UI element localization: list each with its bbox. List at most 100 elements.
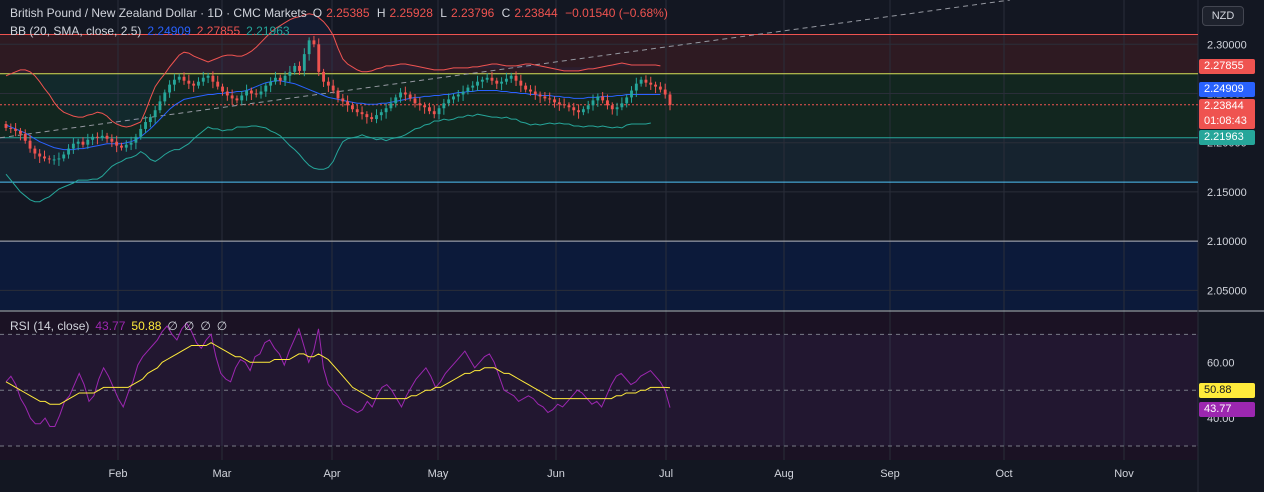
bb-fill (6, 13, 661, 127)
horizontal-levels (0, 33, 1198, 242)
rsi-extra-value: ∅ (183, 319, 195, 333)
candle-body (206, 75, 210, 78)
rsi-legend[interactable]: RSI (14, close) 43.77 50.88 ∅ ∅ ∅ ∅ (10, 319, 227, 333)
candle-body (485, 77, 489, 80)
rsi-value: 43.77 (95, 319, 126, 333)
candle-body (336, 90, 340, 99)
candle-body (163, 92, 167, 102)
candle-body (177, 76, 181, 80)
time-axis-tick-label: Sep (880, 468, 900, 480)
candle-body (591, 100, 595, 106)
candle-body (351, 105, 354, 110)
candle-body (509, 75, 513, 79)
bb-lower-value: 2.21963 (246, 24, 290, 38)
ohlc-values: O 2.25385 H 2.25928 L 2.23796 C 2.23844 −0.0… (313, 6, 672, 20)
candle-body (9, 127, 13, 129)
candle-body (19, 130, 22, 134)
candle-body (427, 107, 431, 112)
bb-basis-value: 2.24909 (147, 24, 191, 38)
candle-body (86, 139, 90, 145)
price-axis-tick-label: 2.30000 (1207, 39, 1247, 51)
candle-body (269, 81, 273, 86)
candlesticks (4, 35, 672, 166)
candle-body (577, 110, 581, 113)
rsi-ma-tag: 50.88 (1199, 383, 1255, 398)
bb-lower-price-tag: 2.21963 (1199, 130, 1255, 145)
candle-body (139, 128, 143, 137)
candle-body (148, 117, 152, 123)
candle-body (500, 81, 504, 84)
candle-body (302, 54, 306, 71)
price-axis-tick-label: 2.05000 (1207, 285, 1247, 297)
candle-body (413, 98, 417, 104)
candle-body (620, 103, 624, 108)
rsi-extra-value: ∅ (167, 319, 178, 333)
bb-legend[interactable]: BB (20, SMA, close, 2.5) 2.24909 2.27855… (10, 24, 290, 38)
candle-body (144, 122, 147, 129)
candle-body (288, 71, 292, 76)
axes: 2.050002.100002.150002.200002.250002.300… (109, 39, 1247, 480)
candle-body (360, 112, 364, 115)
price-axis-tick-label: 2.15000 (1207, 187, 1247, 199)
rsi-band-fill (0, 334, 1198, 447)
candle-body (28, 140, 32, 149)
candle-body (452, 96, 455, 100)
candle-body (201, 77, 205, 82)
candle-body (461, 91, 465, 95)
candle-body (172, 79, 176, 85)
candle-body (581, 109, 585, 113)
trendline-dashed (0, 0, 1011, 139)
rsi-value-tag: 43.77 (1199, 402, 1255, 417)
candle-body (197, 81, 200, 86)
bb-basis-price-tag: 2.24909 (1199, 82, 1255, 97)
candle-body (225, 91, 229, 96)
candle-body (312, 40, 316, 45)
candle-body (615, 107, 619, 110)
bb-label: BB (20, SMA, close, 2.5) (10, 24, 142, 38)
candle-body (663, 89, 667, 95)
candle-body (192, 83, 196, 86)
last-price-tag: 2.23844 (1199, 99, 1255, 114)
candle-body (533, 91, 537, 95)
candle-body (529, 89, 532, 92)
candle-body (490, 77, 494, 81)
candle-body (254, 93, 258, 95)
price-zone (0, 241, 1198, 310)
candle-body (442, 103, 446, 109)
candle-body (95, 136, 99, 138)
symbol-title: British Pound / New Zealand Dollar · 1D … (10, 6, 307, 20)
candle-body (654, 84, 657, 87)
high-label: H (376, 6, 386, 20)
currency-badge[interactable]: NZD (1202, 6, 1244, 26)
candle-body (105, 135, 109, 139)
candle-body (14, 128, 18, 131)
header-legend: British Pound / New Zealand Dollar · 1D … (10, 6, 672, 20)
rsi-ma-value: 50.88 (131, 319, 162, 333)
candle-body (519, 80, 523, 86)
candle-body (249, 90, 253, 94)
candle-body (606, 100, 609, 106)
candle-body (134, 136, 138, 143)
candle-body (408, 94, 412, 99)
candle-body (596, 96, 600, 101)
candle-body (274, 77, 277, 82)
candle-body (538, 94, 542, 97)
rsi-axis-tick-label: 60.00 (1207, 357, 1235, 369)
candle-body (52, 159, 56, 161)
candle-body (326, 81, 330, 86)
candle-body (100, 135, 104, 138)
candle-body (153, 110, 157, 118)
candle-body (235, 98, 239, 101)
candle-body (548, 98, 552, 100)
candle-body (495, 80, 499, 84)
candle-body (23, 133, 27, 141)
candle-body (168, 84, 172, 93)
candle-body (524, 85, 528, 90)
open-value: 2.25385 (326, 6, 370, 20)
close-value: 2.23844 (514, 6, 558, 20)
candle-body (307, 40, 311, 55)
bb-lower-line (5, 113, 651, 203)
candle-body (389, 103, 393, 109)
candle-body (480, 79, 484, 82)
